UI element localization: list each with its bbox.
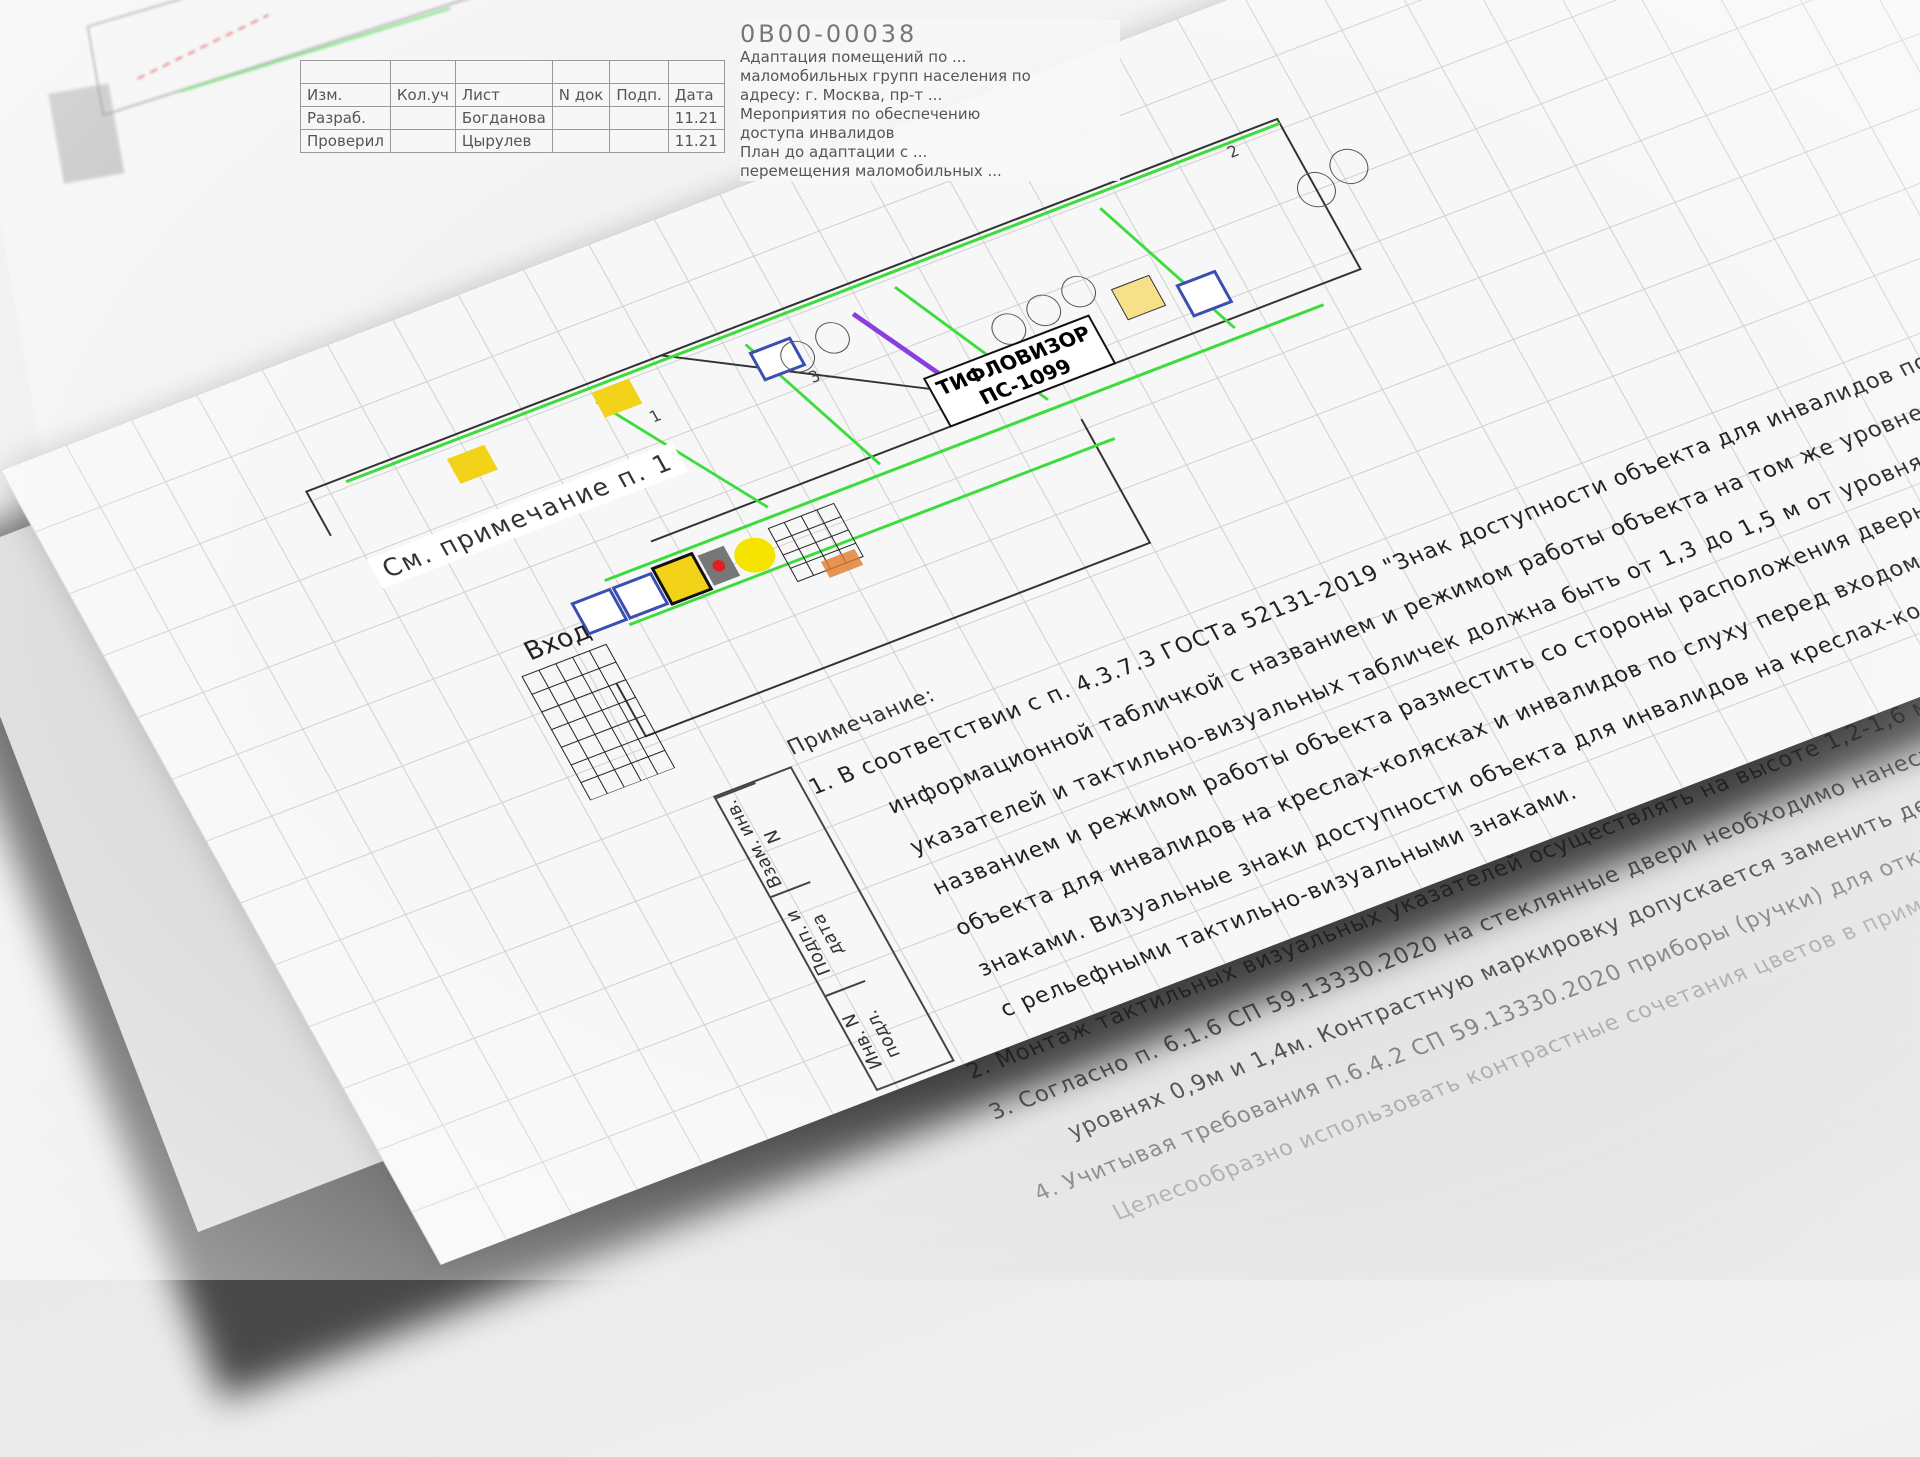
- project-line: маломобильных групп населения по: [740, 67, 1031, 85]
- hearing-sign: [1175, 269, 1234, 318]
- room-number: 1: [646, 406, 665, 426]
- tb-row: Разраб. Богданова 11.21: [300, 106, 725, 130]
- tb-name: Цырулев: [454, 129, 553, 153]
- title-block-description: 0В00-00038 Адаптация помещений по ... ма…: [740, 20, 1120, 181]
- tb-header: N док: [551, 83, 611, 107]
- tb-header: Дата: [667, 83, 725, 107]
- tb-date: 11.21: [667, 129, 725, 153]
- note-number: 4.: [1030, 1176, 1064, 1207]
- note-number: 1.: [804, 769, 839, 801]
- section-line: доступа инвалидов: [740, 124, 895, 142]
- room-number: 3: [805, 366, 824, 386]
- project-line: адресу: г. Москва, пр-т ...: [740, 86, 943, 104]
- tb-role: Разраб.: [300, 106, 391, 130]
- tb-header: Изм.: [300, 83, 391, 107]
- tb-header: Лист: [454, 83, 553, 107]
- title-block: Изм. Кол.уч Лист N док Подп. Дата Разраб…: [300, 20, 1120, 210]
- project-line: Адаптация помещений по ...: [740, 48, 967, 66]
- stamp-cell: Инв. N подл.: [825, 980, 920, 1094]
- tb-row: Проверил Цырулев 11.21: [300, 129, 725, 153]
- phone-sign: [1110, 274, 1167, 321]
- room-number: 2: [1224, 141, 1243, 161]
- tactile-sign-yellow: [446, 444, 498, 484]
- tb-header: Подп.: [609, 83, 669, 107]
- sheet-title-line: перемещения маломобильных ...: [740, 162, 1002, 180]
- note-number: 3.: [984, 1094, 1019, 1126]
- tb-date: 11.21: [667, 106, 725, 130]
- doc-code: 0В00-00038: [740, 20, 918, 48]
- section-line: Мероприятия по обеспечению: [740, 105, 981, 123]
- wheelchair-sign: [748, 336, 807, 382]
- stamp-cell: Подп. и дата: [770, 881, 865, 996]
- title-block-table: Изм. Кол.уч Лист N док Подп. Дата Разраб…: [300, 60, 725, 153]
- sheet-title-line: План до адаптации с ...: [740, 143, 928, 161]
- tb-role: Проверил: [300, 129, 391, 153]
- stamp-cell: Взам. инв. N: [715, 782, 810, 897]
- tactile-orange: [820, 549, 864, 578]
- tb-header: Кол.уч: [389, 83, 456, 107]
- tb-name: Богданова: [454, 106, 553, 130]
